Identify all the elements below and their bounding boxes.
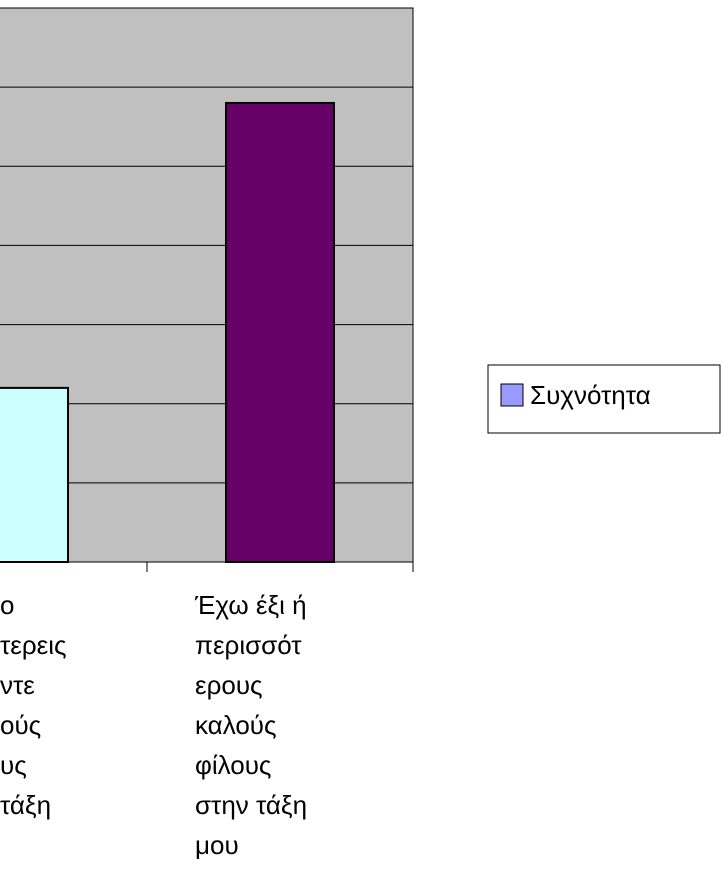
x-tick-label: μου [195,830,239,860]
x-tick-label: φίλους [195,750,271,780]
legend-label: Συχνότητα [530,380,651,410]
x-tick-label: ερους [195,670,263,700]
bar [0,386,69,563]
x-tick-label: ούς [0,710,41,740]
x-tick-label: τάξη [0,790,51,820]
x-tick-label: ο [0,590,14,620]
x-tick-label: στην τάξη [195,790,307,820]
legend-swatch [500,383,524,407]
x-tick-label: τερεις [0,630,67,660]
x-tick-label: καλούς [195,710,277,740]
x-tick-label: Έχω έξι ή [194,590,307,620]
bar [225,101,335,563]
x-tick-label: ντε [0,670,35,700]
x-tick-label: υς [0,750,27,780]
x-tick-label: περισσότ [195,630,302,660]
legend [487,364,721,434]
